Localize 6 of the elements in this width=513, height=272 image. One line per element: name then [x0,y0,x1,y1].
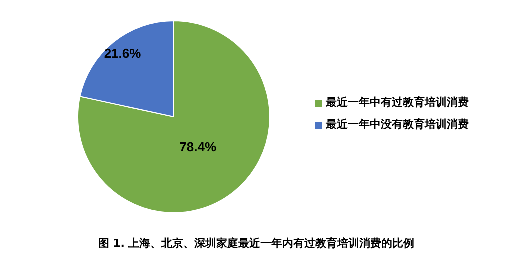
legend-label: 最近一年中有过教育培训消费 [326,95,469,111]
text: 图 1. 上海、北京、深圳家庭最近一年内有过教育培训消费的比例 [97,236,416,251]
data-label: 21.6% [104,46,142,61]
pie-slice [78,20,270,214]
data-label: 78.4% [180,139,217,154]
legend-label: 最近一年中没有教育培训消费 [326,117,469,133]
